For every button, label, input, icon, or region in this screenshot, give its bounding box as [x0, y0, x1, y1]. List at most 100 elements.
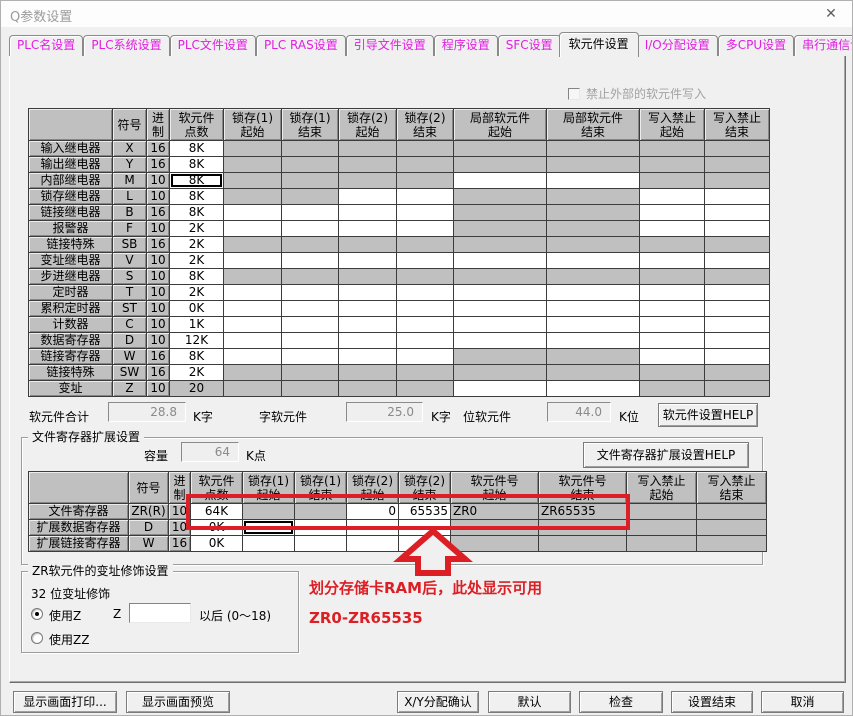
- grid-cell[interactable]: [453, 284, 547, 301]
- grid-cell[interactable]: [281, 204, 339, 221]
- grid-cell[interactable]: [546, 380, 640, 397]
- grid-cell[interactable]: [338, 348, 397, 365]
- screen-preview-button[interactable]: 显示画面预览: [126, 691, 230, 713]
- grid-cell[interactable]: [396, 188, 454, 205]
- grid-cell[interactable]: [281, 284, 339, 301]
- device-points-cell[interactable]: 2K: [169, 236, 224, 253]
- grid-cell[interactable]: [281, 252, 339, 269]
- device-points-cell[interactable]: 8K: [169, 156, 224, 173]
- tab-plc-file[interactable]: PLC文件设置: [169, 35, 256, 56]
- grid-cell[interactable]: [453, 380, 547, 397]
- grid-cell[interactable]: [704, 300, 770, 317]
- grid-cell[interactable]: [338, 204, 397, 221]
- grid-cell[interactable]: [546, 284, 640, 301]
- device-points-cell[interactable]: 8K: [169, 268, 224, 285]
- grid-cell[interactable]: [704, 252, 770, 269]
- grid-cell[interactable]: [546, 300, 640, 317]
- grid-cell[interactable]: [338, 220, 397, 237]
- grid-cell[interactable]: [639, 300, 705, 317]
- device-points-cell[interactable]: 0K: [190, 535, 243, 552]
- device-setting-help-button[interactable]: 软元件设置HELP: [658, 403, 758, 427]
- use-zz-radio[interactable]: [31, 632, 43, 644]
- grid-cell[interactable]: [453, 300, 547, 317]
- grid-cell[interactable]: [396, 220, 454, 237]
- screen-print-button[interactable]: 显示画面打印...: [13, 691, 117, 713]
- grid-cell[interactable]: [346, 535, 399, 552]
- grid-cell[interactable]: [453, 172, 547, 189]
- grid-cell[interactable]: [704, 316, 770, 333]
- grid-cell[interactable]: [223, 316, 282, 333]
- grid-cell[interactable]: 65535: [398, 503, 451, 520]
- checkbox-box-icon[interactable]: [568, 87, 580, 100]
- grid-cell[interactable]: [223, 348, 282, 365]
- device-points-cell[interactable]: 1K: [169, 316, 224, 333]
- xy-assignment-confirm-button[interactable]: X/Y分配确认: [397, 691, 479, 713]
- device-points-cell[interactable]: 0K: [169, 300, 224, 317]
- grid-cell[interactable]: [396, 284, 454, 301]
- grid-cell[interactable]: [639, 332, 705, 349]
- grid-cell[interactable]: [396, 252, 454, 269]
- device-points-cell[interactable]: 2K: [169, 364, 224, 381]
- tab-multi-cpu[interactable]: 多CPU设置: [717, 35, 795, 56]
- tab-plc-system[interactable]: PLC系统设置: [83, 35, 170, 56]
- grid-cell[interactable]: [704, 348, 770, 365]
- device-points-cell[interactable]: 12K: [169, 332, 224, 349]
- external-write-protect-checkbox[interactable]: 禁止外部的软元件写入: [568, 85, 706, 102]
- tab-program[interactable]: 程序设置: [433, 35, 498, 56]
- grid-cell[interactable]: [453, 252, 547, 269]
- device-points-cell[interactable]: 8K: [169, 140, 224, 157]
- device-points-cell[interactable]: 2K: [169, 220, 224, 237]
- device-points-cell[interactable]: 8K: [169, 172, 224, 189]
- grid-cell[interactable]: [546, 316, 640, 333]
- close-icon[interactable]: ✕: [825, 6, 837, 22]
- tab-plc-ras[interactable]: PLC RAS设置: [255, 35, 346, 56]
- grid-cell[interactable]: [223, 284, 282, 301]
- check-button[interactable]: 检查: [579, 691, 663, 713]
- grid-cell[interactable]: [546, 332, 640, 349]
- setting-end-button[interactable]: 设置结束: [671, 691, 753, 713]
- grid-cell[interactable]: [639, 348, 705, 365]
- grid-cell[interactable]: [281, 332, 339, 349]
- grid-cell[interactable]: [223, 220, 282, 237]
- tab-serial-comm[interactable]: 串行通信设置: [794, 35, 852, 56]
- tab-device[interactable]: 软元件设置: [558, 32, 639, 57]
- grid-cell[interactable]: [396, 332, 454, 349]
- grid-cell[interactable]: [453, 332, 547, 349]
- grid-cell[interactable]: [281, 300, 339, 317]
- grid-cell[interactable]: [281, 316, 339, 333]
- default-button[interactable]: 默认: [488, 691, 571, 713]
- tab-plc-name[interactable]: PLC名设置: [9, 35, 84, 56]
- grid-cell[interactable]: [223, 332, 282, 349]
- grid-cell[interactable]: [223, 204, 282, 221]
- grid-cell[interactable]: [704, 188, 770, 205]
- grid-cell[interactable]: [546, 252, 640, 269]
- cancel-button[interactable]: 取消: [761, 691, 844, 713]
- grid-cell[interactable]: [242, 535, 295, 552]
- z-number-input[interactable]: [129, 603, 191, 623]
- grid-cell[interactable]: [704, 220, 770, 237]
- device-points-cell[interactable]: 2K: [169, 252, 224, 269]
- device-points-cell[interactable]: 8K: [169, 204, 224, 221]
- grid-cell[interactable]: [546, 172, 640, 189]
- grid-cell[interactable]: [338, 300, 397, 317]
- grid-cell[interactable]: [639, 220, 705, 237]
- tab-boot-file[interactable]: 引导文件设置: [345, 35, 434, 56]
- device-points-cell[interactable]: 8K: [169, 188, 224, 205]
- grid-cell[interactable]: [396, 316, 454, 333]
- grid-cell[interactable]: [294, 535, 347, 552]
- grid-cell[interactable]: [338, 332, 397, 349]
- grid-cell[interactable]: [639, 316, 705, 333]
- grid-cell[interactable]: [639, 252, 705, 269]
- grid-cell[interactable]: [338, 252, 397, 269]
- grid-cell[interactable]: [281, 348, 339, 365]
- grid-cell[interactable]: [223, 300, 282, 317]
- file-register-help-button[interactable]: 文件寄存器扩展设置HELP: [583, 442, 749, 468]
- grid-cell[interactable]: [281, 220, 339, 237]
- grid-cell[interactable]: [453, 316, 547, 333]
- grid-cell[interactable]: [704, 332, 770, 349]
- grid-cell[interactable]: [338, 284, 397, 301]
- grid-cell[interactable]: [338, 316, 397, 333]
- grid-cell[interactable]: [639, 284, 705, 301]
- tab-io-assignment[interactable]: I/O分配设置: [636, 35, 718, 56]
- grid-cell[interactable]: [223, 252, 282, 269]
